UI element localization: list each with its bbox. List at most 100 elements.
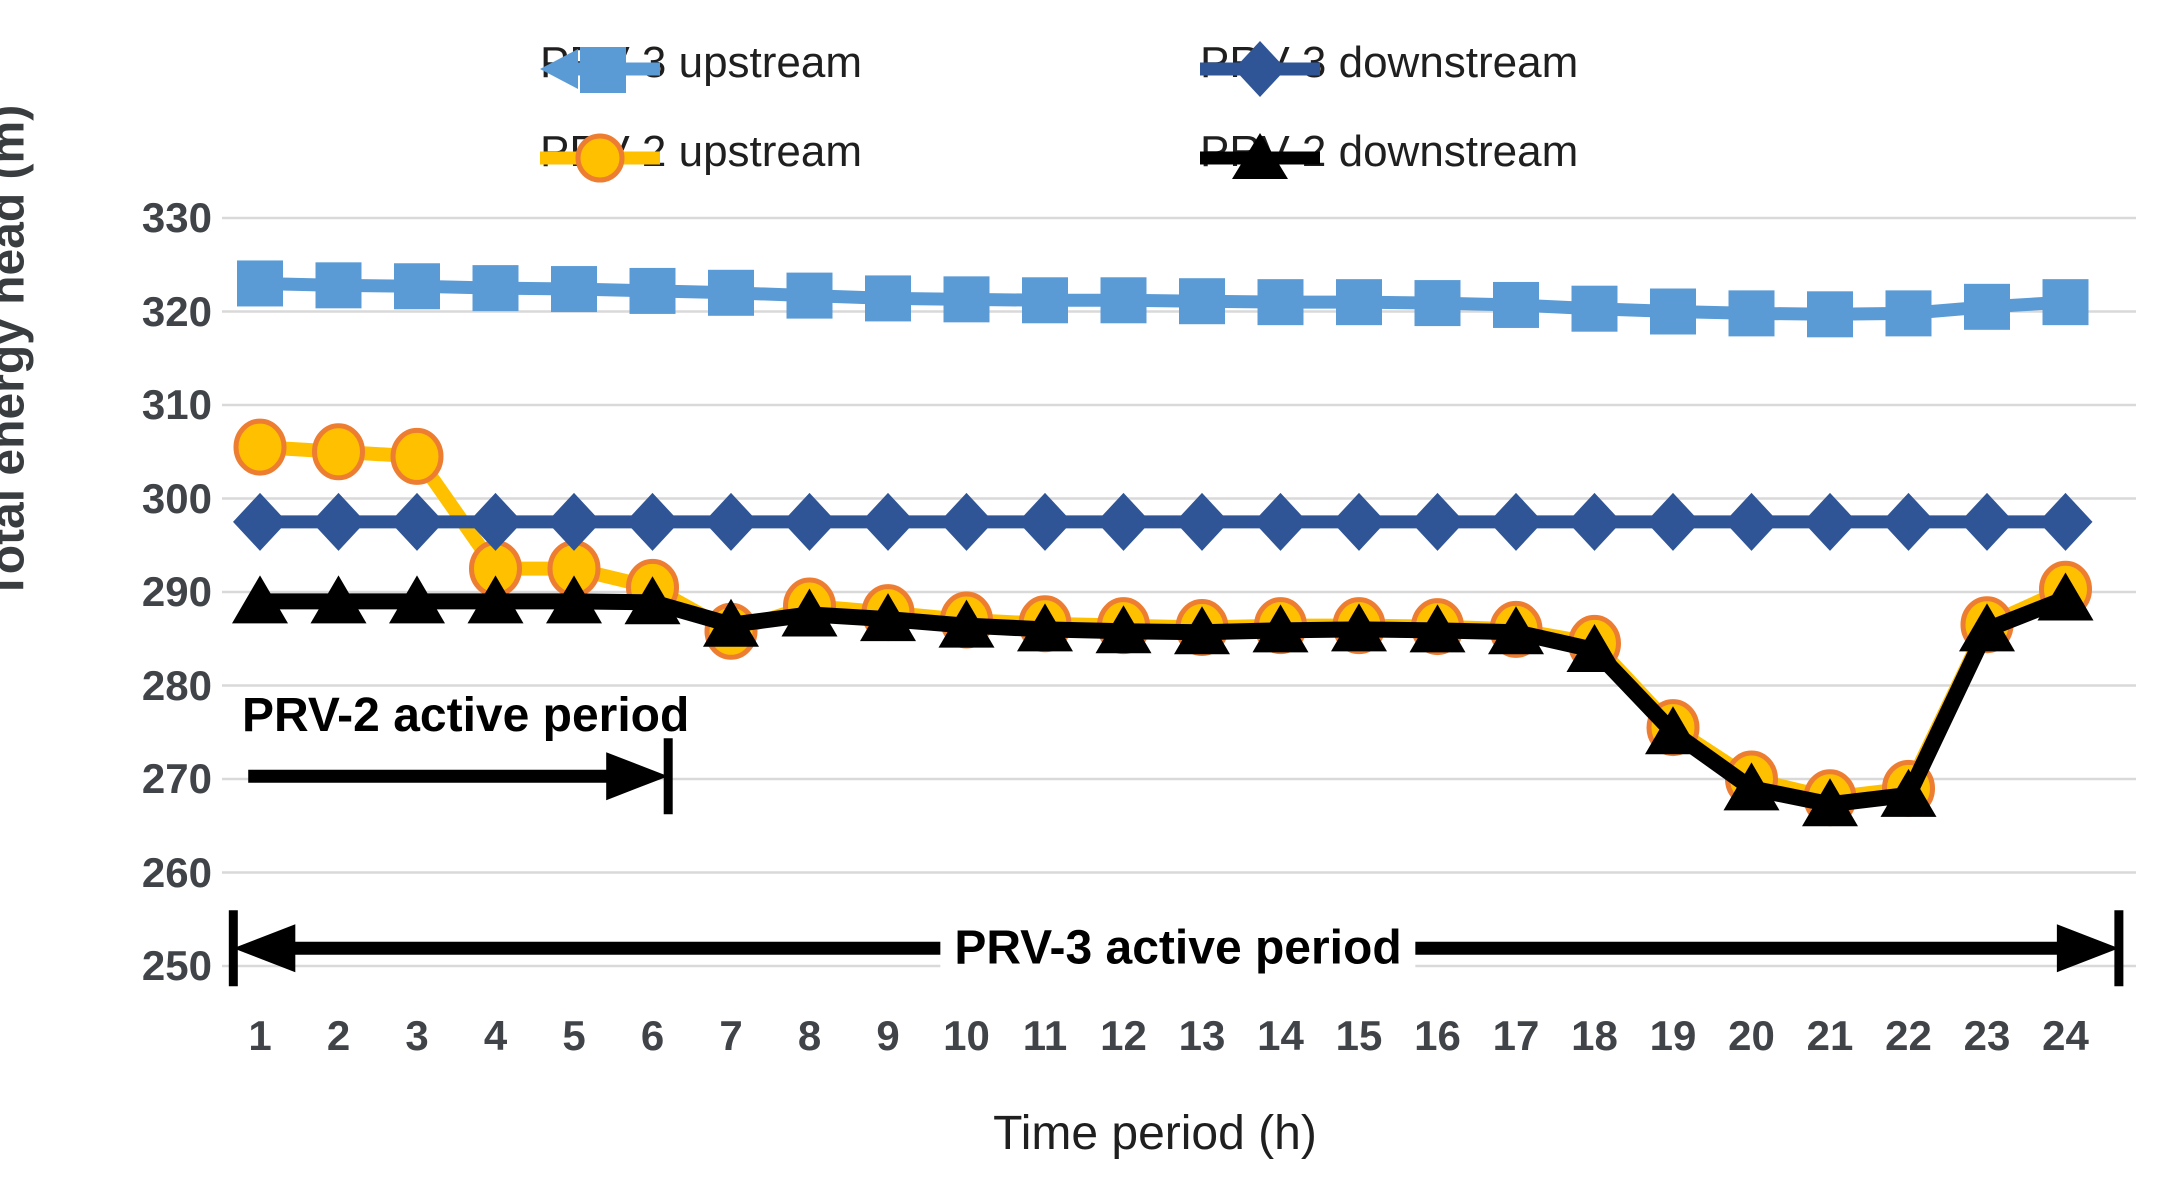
x-tick-label: 4 xyxy=(483,1012,508,1059)
prv-3-downstream-marker xyxy=(1646,492,1700,551)
prv-3-downstream-marker xyxy=(1175,492,1229,551)
prv-3-upstream-marker xyxy=(1493,281,1539,328)
square-left-arrow-icon xyxy=(540,47,660,93)
circle-line-icon xyxy=(540,133,660,183)
prv-3-upstream-marker xyxy=(708,269,754,316)
prv-2-downstream-marker xyxy=(1566,623,1623,672)
prv-2-downstream-marker xyxy=(1252,604,1309,653)
prv-2-downstream-marker xyxy=(703,598,759,647)
prv-3-upstream-marker xyxy=(394,263,440,310)
prv-3-upstream-marker xyxy=(1257,279,1304,326)
prv-3-upstream-marker xyxy=(1728,290,1775,337)
prv-3-upstream-marker xyxy=(629,267,676,314)
prv-3-downstream-marker xyxy=(1960,492,2014,551)
prv-2-downstream-marker xyxy=(546,575,602,624)
x-axis-title: Time period (h) xyxy=(993,1107,1317,1160)
prv-3-upstream-marker xyxy=(1022,277,1068,324)
x-tick-label: 18 xyxy=(1571,1012,1618,1059)
x-tick-label: 3 xyxy=(405,1012,429,1059)
prv-3-upstream-marker xyxy=(551,266,597,313)
x-tick-label: 21 xyxy=(1806,1012,1854,1059)
prv-3-downstream-marker xyxy=(1881,492,1936,551)
diamond-line-icon xyxy=(1200,41,1320,97)
prv-3-upstream-marker xyxy=(943,276,990,323)
prv-3-downstream-marker xyxy=(311,492,366,551)
y-tick-label: 320 xyxy=(141,287,212,335)
x-tick-label: 23 xyxy=(1963,1012,2011,1059)
legend-entry-prv3-downstream[interactable]: PRV-3 downstream xyxy=(1200,38,1578,97)
prv-3-upstream-marker xyxy=(786,272,833,319)
prv-2-downstream-marker xyxy=(860,593,916,642)
legend-entry-prv2-upstream[interactable]: PRV-2 upstream xyxy=(540,127,862,183)
prv-2-downstream-marker xyxy=(1723,762,1780,811)
y-tick-label: 260 xyxy=(141,848,212,896)
prv-2-downstream-marker xyxy=(2037,572,2094,621)
prv-2-downstream-marker xyxy=(1802,778,1858,827)
prv-3-upstream-marker xyxy=(1414,280,1461,327)
x-tick-label: 8 xyxy=(797,1012,822,1059)
prv-2-upstream-marker xyxy=(233,418,287,476)
x-tick-label: 7 xyxy=(719,1012,743,1059)
x-tick-label: 24 xyxy=(2042,1012,2089,1059)
prv-2-downstream-marker xyxy=(1488,606,1544,655)
prv-3-downstream-marker xyxy=(1410,492,1465,551)
y-axis-title: Total energy head (m) xyxy=(0,104,35,600)
prv-3-downstream-marker xyxy=(233,492,287,551)
x-tick-label: 14 xyxy=(1257,1012,1304,1059)
x-tick-label: 13 xyxy=(1178,1012,1226,1059)
prv-3-upstream-marker xyxy=(1100,277,1147,324)
prv-3-downstream-marker xyxy=(1253,492,1308,551)
legend-entry-prv2-downstream[interactable]: PRV-2 downstream xyxy=(1200,127,1578,179)
prv-2-downstream-marker xyxy=(1959,603,2015,652)
prv-3-upstream-marker xyxy=(237,260,283,307)
x-tick-label: 10 xyxy=(943,1012,990,1059)
prv-2-downstream-marker xyxy=(1095,605,1152,654)
prv-3-downstream-marker xyxy=(1724,492,1779,551)
legend-entry-prv3-upstream[interactable]: PRV-3 upstream xyxy=(540,38,862,93)
x-tick-label: 12 xyxy=(1100,1012,1147,1059)
x-tick-label: 16 xyxy=(1414,1012,1461,1059)
prv-3-upstream-marker xyxy=(1650,288,1696,335)
x-tick-label: 9 xyxy=(876,1012,900,1059)
prv-2-downstream-marker xyxy=(624,576,681,625)
prv-3-downstream-marker xyxy=(1567,492,1622,551)
prv-3-upstream-marker xyxy=(1179,278,1225,325)
prv-2-downstream-marker xyxy=(1645,706,1701,755)
x-tick-label: 20 xyxy=(1728,1012,1775,1059)
y-tick-label: 330 xyxy=(141,194,212,241)
y-tick-label: 310 xyxy=(141,381,212,428)
prv-3-downstream-marker xyxy=(625,492,680,551)
prv-2-downstream-marker xyxy=(938,599,995,648)
triangle-line-icon xyxy=(1200,133,1320,179)
prv-3-downstream-marker xyxy=(1803,492,1857,551)
x-tick-label: 22 xyxy=(1885,1012,1932,1059)
x-tick-label: 17 xyxy=(1492,1012,1540,1059)
prv-3-downstream-marker xyxy=(1096,492,1151,551)
arrowhead-right xyxy=(2056,924,2119,973)
prv-3-downstream-marker xyxy=(1332,492,1386,551)
y-tick-label: 250 xyxy=(141,942,212,989)
prv2-active-period-label: PRV-2 active period xyxy=(242,689,690,742)
prv-2-downstream-marker xyxy=(781,588,838,637)
prv-2-downstream-marker xyxy=(310,575,367,624)
x-tick-label: 2 xyxy=(326,1012,351,1059)
arrowhead-right xyxy=(606,752,669,801)
prv-3-upstream-marker xyxy=(1336,279,1382,326)
x-tick-label: 15 xyxy=(1335,1012,1383,1059)
prv-2-downstream-marker xyxy=(1409,604,1466,653)
prv-3-downstream-marker xyxy=(704,492,758,551)
prv-3-upstream-marker xyxy=(1807,291,1853,338)
prv-3-upstream-marker xyxy=(2042,279,2089,326)
y-tick-label: 270 xyxy=(141,755,212,802)
x-tick-label: 5 xyxy=(562,1012,586,1059)
x-tick-label: 19 xyxy=(1649,1012,1697,1059)
prv-3-downstream-marker xyxy=(782,492,837,551)
x-tick-label: 11 xyxy=(1022,1012,1068,1059)
x-tick-label: 6 xyxy=(640,1012,665,1059)
prv-2-downstream-marker xyxy=(389,575,445,624)
prv-3-downstream-marker xyxy=(861,492,915,551)
prv-2-upstream-marker xyxy=(312,423,365,481)
prv-2-downstream-marker xyxy=(232,575,288,624)
x-tick-label: 1 xyxy=(248,1012,272,1059)
